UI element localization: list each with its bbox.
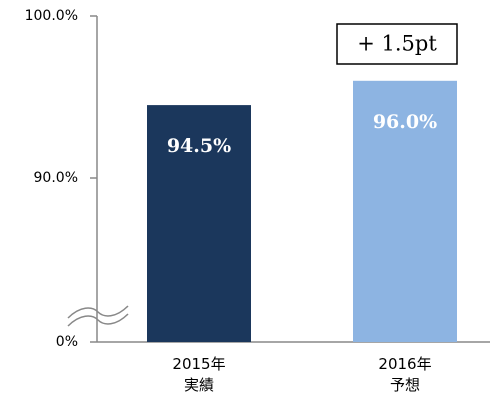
y-tick-label: 0% (56, 334, 78, 350)
y-tick-label: 90.0% (34, 170, 78, 186)
x-tick-label: 2015年 実績 (172, 355, 226, 394)
bar (147, 105, 251, 342)
x-tick-label: 2016年 予想 (378, 355, 432, 394)
break-line (67, 313, 129, 327)
break-line (67, 305, 129, 319)
bar (353, 80, 457, 343)
value-label: 96.0% (373, 111, 437, 133)
y-tick-label: 100.0% (25, 8, 78, 24)
value-label: 94.5% (167, 135, 231, 157)
annotation-box (336, 23, 458, 65)
axis-break (67, 305, 129, 327)
annotation: + 1.5pt (357, 32, 437, 56)
